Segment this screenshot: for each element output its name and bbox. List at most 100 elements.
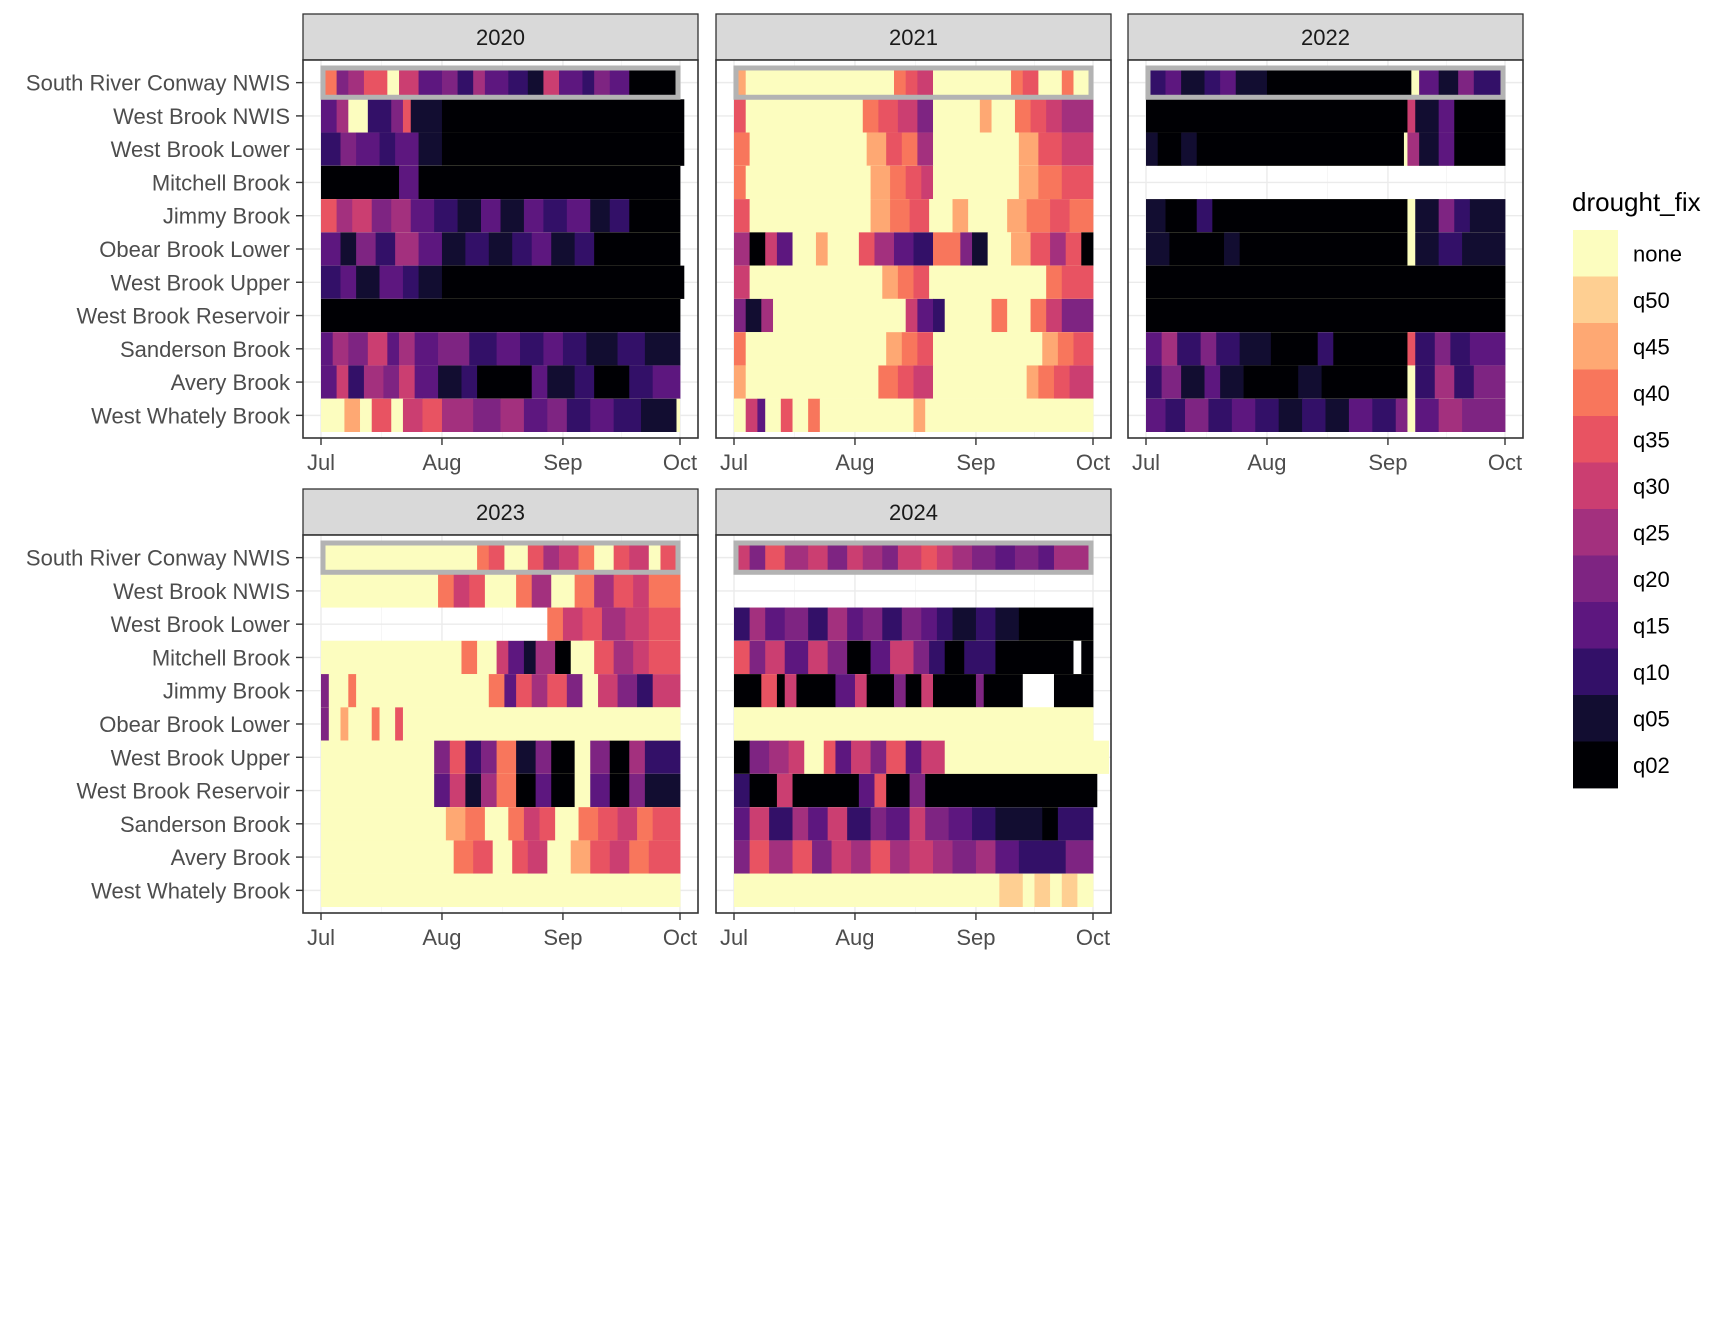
heatmap-tile: [321, 574, 439, 608]
facet-strip: [715, 13, 1112, 61]
heatmap-tile: [582, 66, 595, 100]
facet-strip-label: 2022: [1301, 25, 1350, 50]
heatmap-tile: [535, 773, 552, 808]
heatmap-tile: [734, 873, 1000, 907]
heatmap-tile: [629, 66, 681, 100]
heatmap-tile: [1407, 132, 1420, 166]
legend-label: q35: [1633, 427, 1670, 452]
heatmap-tile: [784, 607, 809, 641]
heatmap-row-mitchell-brook: [734, 165, 1094, 200]
heatmap-tile: [995, 607, 1020, 641]
heatmap-tile: [1438, 99, 1455, 133]
heatmap-tile: [975, 840, 996, 874]
heatmap-tile: [858, 773, 875, 808]
heatmap-tile: [1146, 298, 1506, 333]
heatmap-tile: [582, 674, 599, 708]
heatmap-tile: [808, 807, 829, 841]
heatmap-tile: [1053, 674, 1094, 708]
heatmap-tile: [321, 298, 681, 333]
heatmap-tile: [917, 99, 934, 133]
heatmap-tile: [1042, 807, 1059, 841]
heatmap-tile: [1177, 332, 1202, 366]
heatmap-tile: [925, 807, 950, 841]
heatmap-row-sanderson-brook: [321, 807, 681, 841]
heatmap-tile: [1065, 840, 1094, 874]
heatmap-tile: [566, 199, 591, 233]
heatmap-tile: [1415, 99, 1440, 133]
heatmap-tile: [995, 807, 1043, 841]
heatmap-tile: [648, 541, 661, 575]
heatmap-tile: [1161, 332, 1178, 366]
heatmap-tile: [1454, 365, 1475, 399]
heatmap-tile: [1034, 873, 1051, 907]
heatmap-tile: [644, 740, 681, 774]
heatmap-tile: [897, 99, 918, 133]
heatmap-tile: [559, 541, 579, 575]
heatmap-tile: [882, 607, 903, 641]
legend-key-q20: [1573, 555, 1618, 603]
heatmap-row-west-whately-brook: [1146, 398, 1506, 432]
heatmap-tile: [913, 365, 934, 399]
heatmap-tile: [480, 199, 501, 233]
heatmap-tile: [367, 99, 392, 133]
heatmap-tile: [734, 265, 751, 299]
facet-panel-2022: 2022 Jul Aug Sep Oct: [1127, 13, 1524, 475]
heatmap-tile: [402, 265, 419, 299]
legend-label: q25: [1633, 520, 1670, 545]
facet-strip: [302, 13, 699, 61]
heatmap-tile: [321, 541, 478, 575]
heatmap-tile: [870, 640, 891, 675]
heatmap-tile: [847, 607, 864, 641]
heatmap-tile: [1415, 232, 1440, 266]
heatmap-tile: [520, 332, 544, 366]
x-tick-label: Jul: [1132, 450, 1160, 475]
heatmap-tile: [734, 607, 751, 641]
facet-panel-2020: 2020 Jul Aug Sep Oct South River Conway NWIS W…: [26, 13, 699, 475]
heatmap-tile: [854, 674, 868, 708]
heatmap-tile: [776, 773, 793, 808]
legend-key-q02: [1573, 741, 1618, 789]
heatmap-tile: [1022, 674, 1055, 708]
heatmap-tile: [808, 640, 829, 675]
heatmap-tile: [1161, 365, 1182, 399]
heatmap-tile: [999, 873, 1024, 907]
heatmap-tile: [1057, 332, 1074, 366]
heatmap-tile: [870, 740, 887, 774]
heatmap-tile: [749, 199, 871, 233]
heatmap-row-avery-brook: [321, 840, 681, 874]
heatmap-tile: [1069, 199, 1094, 233]
heatmap-tile: [1407, 232, 1416, 266]
heatmap-tile: [1407, 332, 1416, 366]
heatmap-tile: [375, 232, 396, 266]
heatmap-tile: [769, 807, 793, 841]
heatmap-tile: [449, 773, 466, 808]
heatmap-row-west-brook-upper: [734, 740, 1110, 774]
heatmap-tile: [348, 66, 365, 100]
heatmap-tile: [1302, 398, 1326, 432]
heatmap-tile: [1146, 132, 1159, 166]
heatmap-tile: [1146, 332, 1163, 366]
heatmap-tile: [745, 99, 864, 133]
heatmap-tile: [1050, 232, 1067, 266]
heatmap-tile: [964, 640, 996, 675]
heatmap-tile: [1057, 807, 1094, 841]
highlight-box: [320, 65, 681, 100]
legend-label: q50: [1633, 288, 1670, 313]
heatmap-tile: [438, 574, 455, 608]
heatmap-tile: [640, 398, 677, 432]
heatmap-tile: [434, 199, 458, 233]
heatmap-tile: [652, 365, 681, 399]
heatmap-tile: [944, 298, 992, 333]
heatmap-tile: [523, 199, 544, 233]
heatmap-tile: [960, 232, 973, 266]
heatmap-tile: [551, 773, 576, 808]
heatmap-tile: [827, 640, 848, 675]
y-tick-label: Obear Brook Lower: [99, 712, 290, 737]
heatmap-tile: [761, 298, 774, 333]
heatmap-tile: [488, 232, 513, 266]
heatmap-tile: [1411, 66, 1420, 100]
heatmap-tile: [792, 773, 860, 808]
heatmap-tile: [734, 165, 747, 200]
heatmap-row-west-brook-upper: [321, 265, 685, 299]
heatmap-tile: [461, 365, 478, 399]
